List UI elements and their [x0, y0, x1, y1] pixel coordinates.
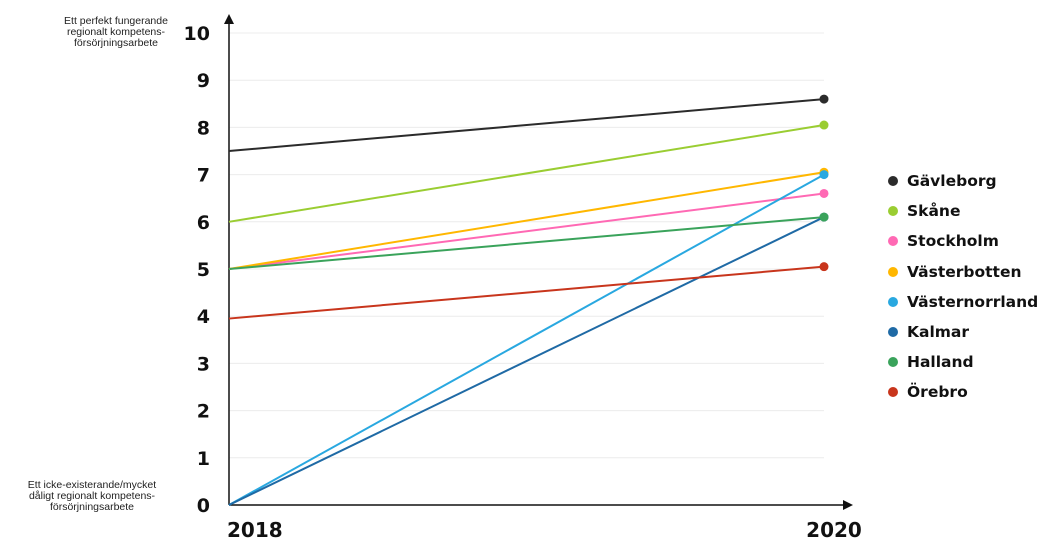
- series-point-gävleborg: [819, 94, 829, 104]
- legend-marker: [888, 327, 898, 338]
- y-tick-label: 9: [197, 70, 210, 92]
- legend-marker: [888, 236, 898, 247]
- legend-item: Västernorrland: [888, 287, 1038, 317]
- series-point-halland: [819, 212, 829, 222]
- legend-item: Halland: [888, 347, 1038, 377]
- legend-label: Skåne: [907, 202, 961, 221]
- top-note-line-1: Ett perfekt fungerande: [64, 15, 168, 27]
- legend-marker: [888, 296, 898, 307]
- y-tick-label: 5: [197, 259, 210, 281]
- series-line-skåne: [228, 124, 825, 223]
- legend-label: Kalmar: [907, 323, 970, 342]
- y-tick-label: 8: [197, 117, 210, 139]
- legend-marker: [888, 266, 898, 277]
- gridlines: [229, 32, 824, 459]
- series-point-örebro: [819, 262, 829, 272]
- legend-marker: [888, 357, 898, 368]
- legend-label: Västernorrland: [907, 292, 1039, 311]
- y-tick-labels: 0 1 2 3 4 5 6 7 8 9 10: [184, 23, 210, 517]
- series-points: [819, 94, 829, 272]
- series-line-örebro: [228, 265, 825, 320]
- top-note-line-3: försörjningsarbete: [73, 37, 159, 49]
- y-tick-label: 7: [197, 165, 210, 187]
- y-tick-label: 4: [197, 306, 210, 328]
- x-tick-labels: 2018 2020: [227, 518, 862, 540]
- legend-item: Gävleborg: [888, 166, 1038, 196]
- bottom-note-line-3: försörjningsarbete: [49, 501, 135, 513]
- series-line-västerbotten: [228, 171, 825, 270]
- legend-label: Västerbotten: [907, 262, 1022, 281]
- legend-item: Skåne: [888, 196, 1038, 226]
- legend-marker: [888, 176, 898, 187]
- series-lines: [228, 98, 825, 506]
- series-point-västernorrland: [819, 170, 829, 180]
- legend: Gävleborg Skåne Stockholm Västerbotten Väste…: [888, 166, 1038, 408]
- x-tick-label: 2020: [806, 518, 862, 540]
- x-axis-arrow: [843, 500, 853, 510]
- legend-item: Kalmar: [888, 317, 1038, 347]
- legend-label: Stockholm: [907, 232, 999, 251]
- legend-label: Gävleborg: [907, 172, 997, 191]
- series-line-halland: [228, 216, 825, 270]
- series-point-skåne: [819, 120, 829, 130]
- legend-item: Stockholm: [888, 226, 1038, 256]
- y-tick-label: 3: [197, 353, 210, 375]
- y-tick-label: 1: [197, 448, 210, 470]
- legend-item: Västerbotten: [888, 257, 1038, 287]
- top-note-line-2: regionalt kompetens-: [66, 26, 166, 38]
- series-point-stockholm: [819, 188, 829, 198]
- axes: [224, 14, 853, 510]
- y-tick-label: 0: [197, 495, 210, 517]
- legend-label: Örebro: [907, 383, 968, 402]
- y-tick-label: 2: [197, 401, 210, 423]
- series-line-västernorrland: [228, 173, 825, 506]
- x-tick-label: 2018: [227, 518, 283, 540]
- y-axis-arrow: [224, 14, 234, 24]
- legend-label: Halland: [907, 353, 974, 372]
- legend-marker: [888, 206, 898, 217]
- y-axis-top-note: Ett perfekt fungerande regionalt kompete…: [30, 16, 202, 49]
- bottom-note-line-2: dåligt regionalt kompetens-: [28, 490, 156, 502]
- series-line-kalmar: [228, 216, 825, 506]
- y-axis-bottom-note: Ett icke-existerande/mycket dåligt regio…: [6, 480, 178, 513]
- y-tick-label: 6: [197, 212, 210, 234]
- series-line-gävleborg: [228, 98, 825, 152]
- legend-item: Örebro: [888, 377, 1038, 407]
- bottom-note-line-1: Ett icke-existerande/mycket: [27, 479, 157, 491]
- y-tick-label: 10: [184, 23, 210, 45]
- series-line-stockholm: [228, 192, 825, 270]
- legend-marker: [888, 387, 898, 398]
